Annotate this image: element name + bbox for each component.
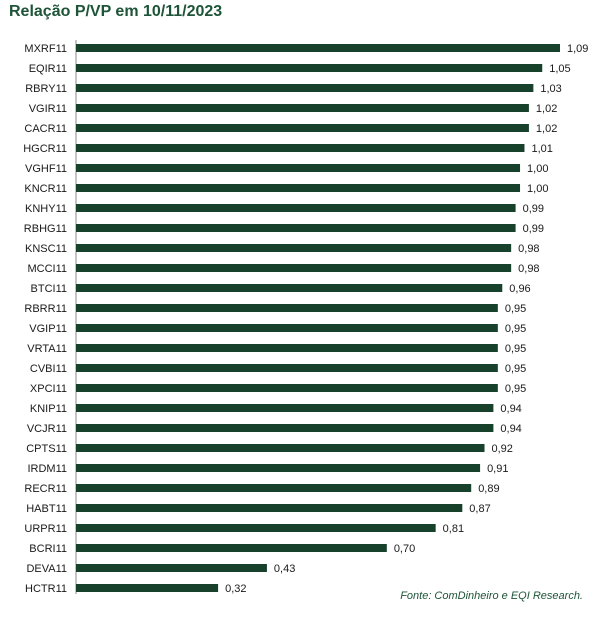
category-label: VGHF11 xyxy=(25,163,67,175)
bar xyxy=(76,364,498,372)
category-label: KNSC11 xyxy=(25,243,67,255)
category-label: HGCR11 xyxy=(23,143,67,155)
category-label: HABT11 xyxy=(26,503,67,515)
value-label: 0,89 xyxy=(478,483,499,495)
bar xyxy=(76,164,521,172)
bar xyxy=(76,264,512,272)
category-label: KNIP11 xyxy=(30,403,67,415)
bar xyxy=(76,384,498,392)
value-label: 1,00 xyxy=(527,163,548,175)
value-label: 0,92 xyxy=(492,443,513,455)
bar xyxy=(76,464,481,472)
value-label: 0,32 xyxy=(225,583,246,595)
category-label: IRDM11 xyxy=(27,463,67,475)
bar xyxy=(76,404,494,412)
value-label: 1,02 xyxy=(536,103,557,115)
value-label: 1,03 xyxy=(540,83,561,95)
category-label: VGIP11 xyxy=(29,323,67,335)
value-label: 0,70 xyxy=(394,543,415,555)
bar xyxy=(76,184,521,192)
category-label: BTCI11 xyxy=(31,283,67,295)
bar xyxy=(76,524,436,532)
category-label: DEVA11 xyxy=(26,563,67,575)
bars-layer: MXRF11 1,09 EQIR11 1,05 RBRY11 1,03 VGIR11 1,02… xyxy=(23,43,588,595)
category-label: VCJR11 xyxy=(27,423,67,435)
category-label: CACR11 xyxy=(24,123,67,135)
category-label: BCRI11 xyxy=(29,543,67,555)
value-label: 0,91 xyxy=(487,463,508,475)
bar xyxy=(76,484,472,492)
category-label: EQIR11 xyxy=(29,63,67,75)
value-label: 0,96 xyxy=(509,283,530,295)
chart-title: Relação P/VP em 10/11/2023 xyxy=(9,3,223,20)
bar xyxy=(76,564,267,572)
category-label: CPTS11 xyxy=(26,443,67,455)
category-label: VGIR11 xyxy=(29,103,67,115)
bar xyxy=(76,324,498,332)
category-label: CVBI11 xyxy=(30,363,67,375)
category-label: HCTR11 xyxy=(25,583,67,595)
value-label: 0,95 xyxy=(505,363,526,375)
value-label: 0,98 xyxy=(518,263,539,275)
value-label: 0,95 xyxy=(505,303,526,315)
bar xyxy=(76,144,525,152)
value-label: 1,09 xyxy=(567,43,588,55)
category-label: RBRR11 xyxy=(24,303,67,315)
value-label: 0,99 xyxy=(523,203,544,215)
category-label: VRTA11 xyxy=(27,343,67,355)
category-label: KNHY11 xyxy=(25,203,67,215)
value-label: 1,01 xyxy=(531,143,552,155)
bar xyxy=(76,124,529,132)
value-label: 0,95 xyxy=(505,383,526,395)
category-label: MXRF11 xyxy=(24,43,67,55)
bar xyxy=(76,84,534,92)
bar xyxy=(76,584,219,592)
bar xyxy=(76,344,498,352)
bar xyxy=(76,244,512,252)
bar xyxy=(76,504,463,512)
category-label: RBHG11 xyxy=(24,223,67,235)
value-label: 0,95 xyxy=(505,323,526,335)
bar xyxy=(76,44,560,52)
bar xyxy=(76,444,485,452)
bar xyxy=(76,284,503,292)
value-label: 1,00 xyxy=(527,183,548,195)
value-label: 0,94 xyxy=(500,423,521,435)
bar xyxy=(76,204,516,212)
source-note: Fonte: ComDinheiro e EQI Research. xyxy=(400,590,583,602)
bar xyxy=(76,64,543,72)
bar xyxy=(76,544,387,552)
value-label: 0,43 xyxy=(274,563,295,575)
value-label: 0,81 xyxy=(443,523,464,535)
value-label: 0,94 xyxy=(500,403,521,415)
category-label: KNCR11 xyxy=(24,183,67,195)
bar xyxy=(76,304,498,312)
bar xyxy=(76,104,529,112)
bar xyxy=(76,224,516,232)
value-label: 0,99 xyxy=(523,223,544,235)
category-label: XPCI11 xyxy=(30,383,67,395)
value-label: 1,05 xyxy=(549,63,570,75)
value-label: 1,02 xyxy=(536,123,557,135)
category-label: MCCI11 xyxy=(27,263,67,275)
category-label: RECR11 xyxy=(24,483,67,495)
category-label: URPR11 xyxy=(24,523,67,535)
value-label: 0,98 xyxy=(518,243,539,255)
bar xyxy=(76,424,494,432)
value-label: 0,95 xyxy=(505,343,526,355)
category-label: RBRY11 xyxy=(25,83,67,95)
value-label: 0,87 xyxy=(469,503,490,515)
